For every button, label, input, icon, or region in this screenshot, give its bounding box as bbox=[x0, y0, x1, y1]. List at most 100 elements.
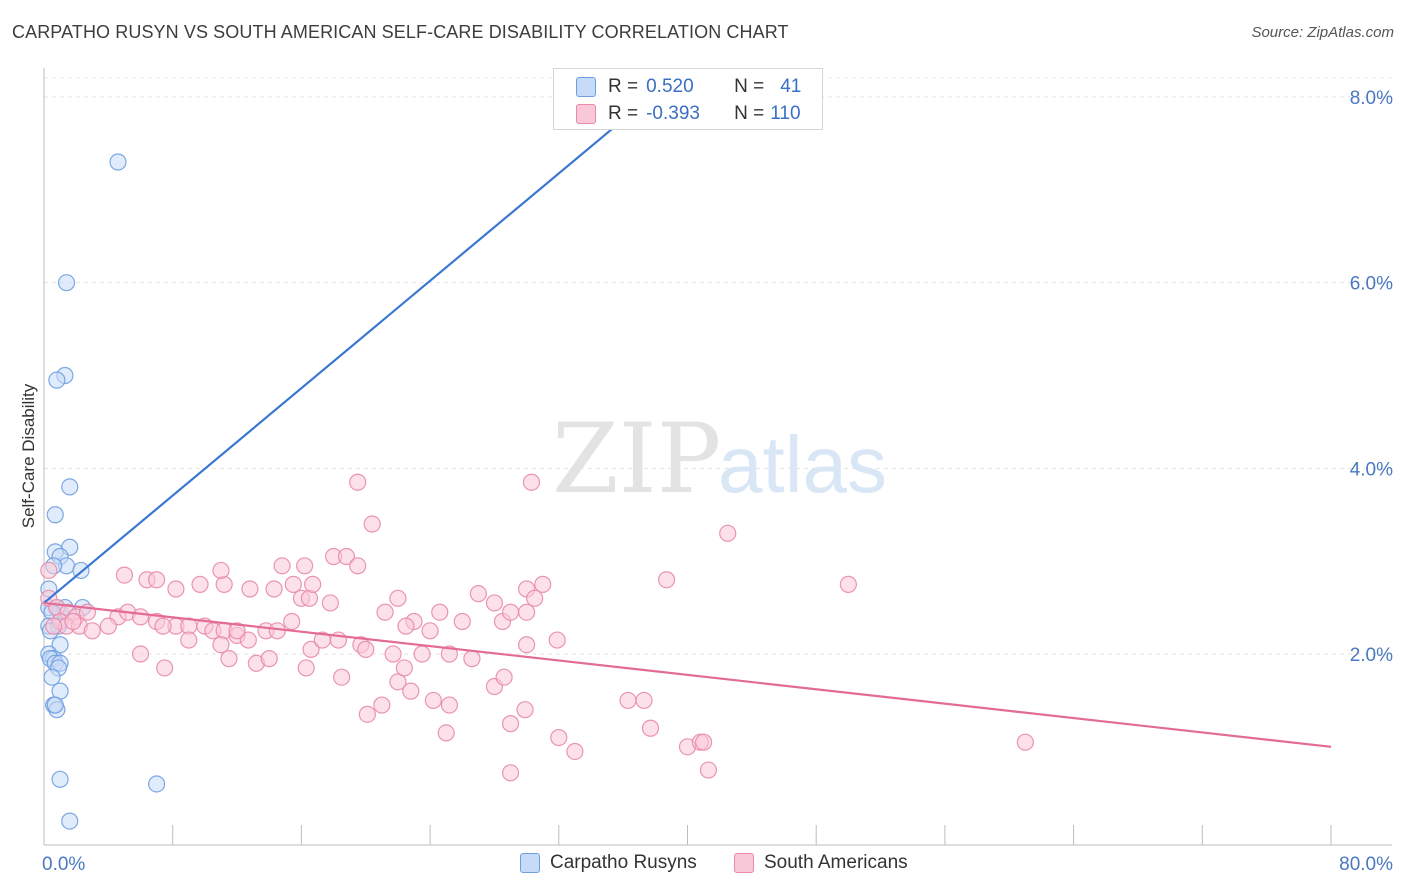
data-point bbox=[522, 473, 541, 491]
data-point bbox=[228, 622, 246, 640]
data-point bbox=[657, 571, 676, 589]
data-point bbox=[619, 691, 637, 710]
data-point bbox=[297, 659, 315, 677]
data-point bbox=[215, 575, 233, 593]
data-point bbox=[357, 640, 375, 658]
data-point bbox=[440, 645, 459, 663]
data-point bbox=[389, 589, 407, 607]
data-point bbox=[283, 612, 301, 631]
data-point bbox=[395, 659, 413, 677]
trend-line bbox=[43, 601, 1332, 748]
legend-item-south-americans[interactable]: South Americans bbox=[734, 852, 908, 874]
data-point bbox=[397, 617, 415, 635]
axes bbox=[43, 68, 1392, 846]
data-point bbox=[694, 733, 713, 751]
n-label: N = bbox=[734, 103, 765, 124]
legend: Carpatho Rusyns South Americans bbox=[0, 850, 1406, 880]
stats-row-carpatho: R = 0.520 N = 41 bbox=[576, 74, 801, 100]
data-point bbox=[64, 612, 82, 631]
y-tick-label: 8.0% bbox=[1350, 88, 1393, 109]
data-point bbox=[131, 608, 150, 626]
legend-item-carpatho-rusyns[interactable]: Carpatho Rusyns bbox=[520, 852, 697, 874]
data-point bbox=[501, 764, 520, 782]
x-tick-label: 0.0% bbox=[42, 854, 85, 875]
data-point bbox=[148, 775, 166, 793]
data-point bbox=[518, 636, 536, 654]
tick-labels: 2.0% 4.0% 6.0% 8.0% 0.0% 80.0% bbox=[42, 88, 1393, 875]
data-point bbox=[431, 603, 449, 621]
x-tick-label: 80.0% bbox=[1339, 854, 1393, 875]
source-label: Source: ZipAtlas.com bbox=[1251, 24, 1394, 41]
data-point bbox=[501, 715, 520, 733]
data-point bbox=[463, 650, 481, 668]
data-point bbox=[550, 728, 568, 747]
data-point bbox=[45, 617, 63, 635]
data-point bbox=[51, 636, 69, 654]
y-tick-label: 2.0% bbox=[1350, 645, 1393, 666]
n-value: 110 bbox=[770, 103, 801, 124]
data-point bbox=[333, 668, 351, 686]
legend-label: South Americans bbox=[764, 852, 908, 873]
grid-lines bbox=[44, 77, 1392, 655]
y-tick-label: 4.0% bbox=[1350, 459, 1393, 480]
data-point bbox=[109, 153, 127, 171]
stats-box: R = 0.520 N = 41 R = -0.393 N = 110 bbox=[553, 68, 823, 130]
y-tick-label: 6.0% bbox=[1350, 274, 1393, 295]
data-point bbox=[384, 645, 402, 663]
data-point bbox=[212, 561, 230, 580]
trend-line bbox=[43, 105, 640, 604]
watermark-atlas: atlas bbox=[718, 420, 887, 509]
data-point bbox=[61, 812, 79, 830]
data-point bbox=[373, 696, 391, 714]
data-point bbox=[260, 650, 278, 668]
stats-swatch-south-american bbox=[576, 104, 596, 124]
data-point bbox=[304, 575, 322, 593]
trend-lines bbox=[43, 105, 1332, 748]
data-point bbox=[148, 571, 166, 589]
data-point bbox=[469, 585, 487, 603]
data-point bbox=[501, 603, 520, 621]
data-point bbox=[302, 640, 320, 658]
data-point bbox=[83, 622, 101, 640]
data-point bbox=[43, 668, 61, 686]
data-point bbox=[363, 515, 381, 533]
watermark-zip: ZIP bbox=[552, 403, 721, 515]
series-south-americans bbox=[40, 473, 1034, 782]
data-point bbox=[437, 724, 455, 742]
data-point bbox=[389, 673, 407, 691]
data-point bbox=[48, 371, 66, 389]
data-point bbox=[40, 561, 58, 580]
data-point bbox=[265, 580, 283, 598]
r-value: -0.393 bbox=[646, 103, 700, 124]
data-point bbox=[220, 650, 238, 668]
data-point bbox=[61, 478, 79, 496]
data-point bbox=[167, 580, 185, 598]
data-point bbox=[321, 594, 339, 612]
legend-swatch-carpatho bbox=[520, 853, 540, 873]
data-point bbox=[421, 622, 439, 640]
data-point bbox=[516, 701, 534, 719]
stats-swatch-carpatho bbox=[576, 77, 596, 97]
data-point bbox=[300, 589, 319, 607]
n-label: N = bbox=[734, 76, 765, 97]
watermark: ZIP atlas bbox=[552, 403, 887, 515]
data-point bbox=[358, 705, 376, 723]
series-carpatho-rusyns bbox=[40, 153, 166, 830]
r-label: R = bbox=[608, 103, 639, 124]
data-point bbox=[131, 645, 150, 663]
data-point bbox=[1016, 733, 1034, 751]
r-label: R = bbox=[608, 76, 639, 97]
n-value: 41 bbox=[780, 76, 802, 97]
data-point bbox=[699, 761, 718, 779]
data-point bbox=[154, 617, 172, 635]
stats-row-south-american: R = -0.393 N = 110 bbox=[576, 101, 801, 127]
data-point bbox=[376, 603, 394, 621]
chart-title: CARPATHO RUSYN VS SOUTH AMERICAN SELF-CA… bbox=[12, 22, 789, 42]
data-point bbox=[337, 547, 356, 566]
data-point bbox=[46, 506, 64, 524]
data-point bbox=[284, 575, 302, 593]
data-point bbox=[641, 719, 660, 737]
data-point bbox=[99, 617, 117, 635]
data-point bbox=[413, 645, 431, 663]
